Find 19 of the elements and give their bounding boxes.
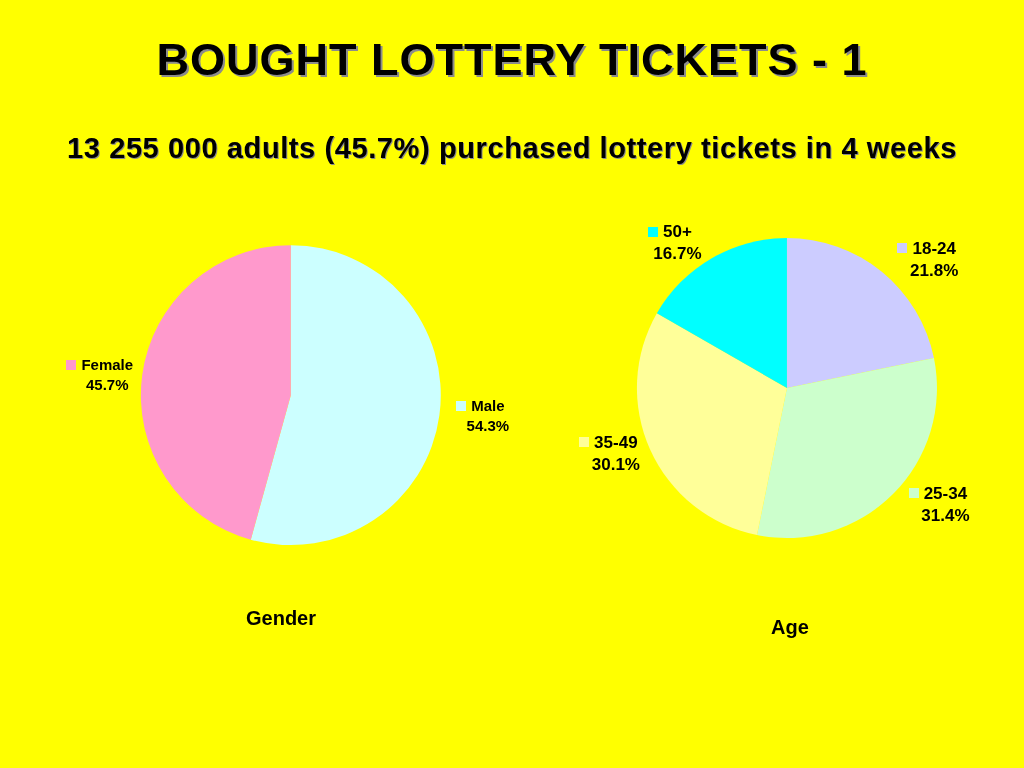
pie-slice: [250, 245, 441, 546]
legend-label: 25-34: [923, 483, 968, 503]
text: Gender: [246, 607, 317, 629]
text: Age: [771, 616, 809, 638]
legend-label: 50+: [663, 222, 692, 242]
data-label: 30.1%: [591, 454, 640, 474]
chart-subtitle: 13 255 000 adults (45.7%) purchased lottery tickets in 4 weeks: [66, 132, 958, 165]
data-label: 54.3%: [466, 416, 510, 434]
legend-label: 18-24: [912, 238, 957, 258]
pie-slice: [656, 238, 787, 389]
legend-label: Male: [471, 397, 505, 415]
data-label: 16.7%: [653, 244, 702, 264]
data-label: 45.7%: [85, 375, 129, 393]
chart-title: BOUGHT LOTTERY TICKETS - 1: [155, 34, 869, 86]
pie-slice: [141, 245, 291, 540]
data-label: 31.4%: [921, 505, 970, 525]
legend-label: Female: [81, 356, 134, 374]
legend-label: 35-49: [594, 432, 638, 452]
data-label: 21.8%: [910, 261, 959, 281]
